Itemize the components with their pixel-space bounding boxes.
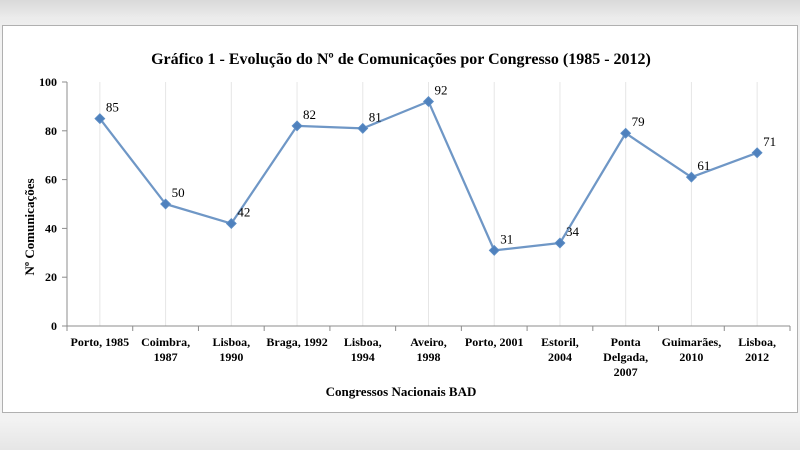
x-tick-label: Coimbra, 1987 — [141, 335, 190, 364]
data-label: 31 — [500, 231, 513, 246]
y-tick-label: 100 — [39, 75, 57, 89]
data-point-marker — [225, 218, 237, 230]
data-point-marker — [488, 244, 500, 256]
y-tick-label: 20 — [45, 270, 57, 284]
series-layer: 85 50 42 82 81 92 31 34 79 61 71 — [94, 83, 776, 256]
y-tick-label: 80 — [45, 124, 57, 138]
data-point-marker — [160, 198, 172, 210]
tick-layer: 0 20 40 60 80 100 Porto, 1985 Coimbra, 1987 Lisbo… — [39, 75, 776, 379]
data-label: 92 — [435, 83, 448, 98]
data-label: 34 — [566, 224, 580, 239]
data-label: 50 — [172, 185, 185, 200]
data-label: 85 — [106, 100, 119, 115]
data-point-marker — [620, 127, 632, 139]
x-tick-label: Lisboa, 1994 — [344, 335, 382, 364]
data-point-marker — [291, 120, 303, 132]
data-point-marker — [751, 147, 763, 159]
data-point-marker — [94, 113, 106, 125]
chart-title: Gráfico 1 - Evolução do Nº de Comunicaçõ… — [151, 51, 651, 68]
x-tick-label: Porto, 2001 — [465, 335, 524, 349]
data-label: 71 — [763, 134, 776, 149]
x-tick-label: Estoril, 2004 — [541, 335, 579, 364]
data-point-marker — [554, 237, 566, 249]
x-axis-title: Congressos Nacionais BAD — [326, 384, 477, 399]
x-tick-label: Porto, 1985 — [71, 335, 130, 349]
y-tick-label: 40 — [45, 221, 57, 235]
data-label: 79 — [632, 114, 645, 129]
x-tick-label: Aveiro, 1998 — [410, 335, 447, 364]
x-tick-label: Ponta Delgada, 2007 — [603, 335, 648, 379]
grid-layer — [99, 82, 758, 326]
x-tick-label: Lisboa, 2012 — [738, 335, 776, 364]
line-chart: Gráfico 1 - Evolução do Nº de Comunicaçõ… — [22, 51, 791, 399]
axis-layer — [62, 81, 791, 331]
data-point-marker — [357, 122, 369, 134]
y-axis-title: Nº Comunicações — [22, 178, 37, 275]
y-tick-label: 60 — [45, 173, 57, 187]
data-label: 42 — [237, 205, 250, 220]
data-label: 82 — [303, 107, 316, 122]
data-label: 81 — [369, 109, 382, 124]
x-tick-label: Guimarães, 2010 — [662, 335, 722, 364]
x-tick-label: Braga, 1992 — [266, 335, 327, 349]
x-tick-label: Lisboa, 1990 — [212, 335, 250, 364]
data-point-marker — [685, 171, 697, 183]
chart-frame: Gráfico 1 - Evolução do Nº de Comunicaçõ… — [2, 25, 798, 413]
data-label: 61 — [697, 158, 710, 173]
y-tick-label: 0 — [51, 319, 57, 333]
data-point-marker — [422, 96, 435, 108]
